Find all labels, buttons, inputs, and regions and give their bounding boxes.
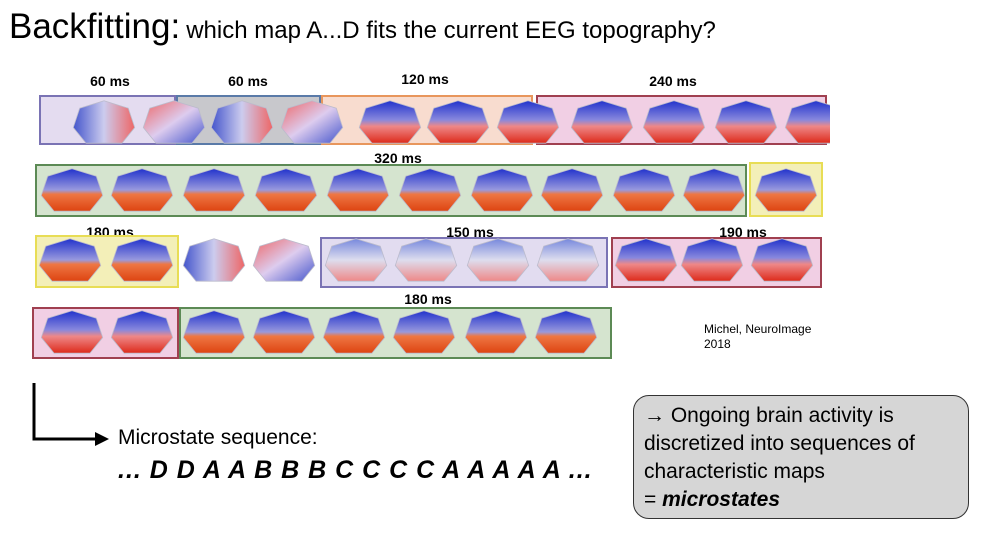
duration-label: 190 ms: [719, 224, 767, 240]
topomap-icon: [182, 168, 246, 212]
topomap-layer: [38, 100, 830, 354]
topomap-icon: [358, 100, 422, 144]
topomap-icon: [784, 100, 830, 144]
topomap-icon: [182, 238, 246, 282]
citation-line: Michel, NeuroImage: [704, 322, 812, 336]
topomap-icon: [280, 100, 344, 144]
topomap-icon: [110, 238, 174, 282]
topomap-icon: [394, 238, 458, 282]
topomap-icon: [680, 238, 744, 282]
slide-title: Backfitting: which map A...D fits the cur…: [9, 7, 716, 47]
duration-label: 240 ms: [649, 73, 697, 89]
topomap-icon: [466, 238, 530, 282]
callout-line: = microstates: [644, 486, 958, 514]
topomap-icon: [182, 310, 246, 354]
callout-box: → Ongoing brain activity is discretized …: [633, 395, 969, 519]
callout-line: discretized into sequences of: [644, 432, 915, 455]
duration-label: 320 ms: [374, 150, 422, 166]
topomap-icon: [322, 310, 386, 354]
topomap-icon: [540, 168, 604, 212]
title-main: Backfitting:: [9, 7, 181, 46]
sequence-label: Microstate sequence:: [118, 426, 318, 449]
callout-line: characteristic maps: [644, 460, 825, 483]
topomap-icon: [398, 168, 462, 212]
segment-map-orange: [321, 95, 533, 145]
topomap-icon: [470, 168, 534, 212]
topomap-icon: [570, 100, 634, 144]
duration-label: 120 ms: [401, 71, 449, 87]
topomap-icon: [754, 168, 818, 212]
citation: Michel, NeuroImage 2018: [704, 322, 811, 352]
topomap-icon: [254, 168, 318, 212]
topomap-icon: [642, 100, 706, 144]
callout-prefix: =: [644, 488, 663, 511]
topomap-icon: [40, 310, 104, 354]
topomap-icon: [534, 310, 598, 354]
citation-line: 2018: [704, 337, 731, 351]
topomap-icon: [38, 238, 102, 282]
topomap-icon: [536, 238, 600, 282]
duration-label: 180 ms: [404, 291, 452, 307]
topomap-icon: [714, 100, 778, 144]
microstate-sequence: ... D D A A B B B C C C C A A A A A ...: [118, 456, 593, 484]
duration-label: 60 ms: [228, 73, 268, 89]
topomap-icon: [252, 310, 316, 354]
arrow-icon: [32, 383, 109, 446]
duration-label: 60 ms: [90, 73, 130, 89]
topomap-icon: [324, 238, 388, 282]
topomap-icon: [210, 100, 274, 144]
topomap-icon: [110, 310, 174, 354]
topomap-icon: [40, 168, 104, 212]
callout-line: → Ongoing brain activity is: [644, 404, 894, 427]
title-sub: which map A...D fits the current EEG top…: [186, 17, 716, 44]
topomap-icon: [750, 238, 814, 282]
topomap-icon: [142, 100, 206, 144]
topomap-icon: [252, 238, 316, 282]
callout-emphasis: microstates: [662, 488, 780, 511]
microstate-figure: 60 ms 60 ms 120 ms 240 ms 320 ms 180 ms …: [30, 65, 830, 365]
topomap-icon: [110, 168, 174, 212]
topomap-icon: [612, 168, 676, 212]
topomap-icon: [682, 168, 746, 212]
topomap-icon: [614, 238, 678, 282]
topomap-icon: [326, 168, 390, 212]
topomap-icon: [72, 100, 136, 144]
topomap-icon: [392, 310, 456, 354]
topomap-icon: [464, 310, 528, 354]
duration-label: 150 ms: [446, 224, 494, 240]
topomap-icon: [496, 100, 560, 144]
topomap-icon: [426, 100, 490, 144]
